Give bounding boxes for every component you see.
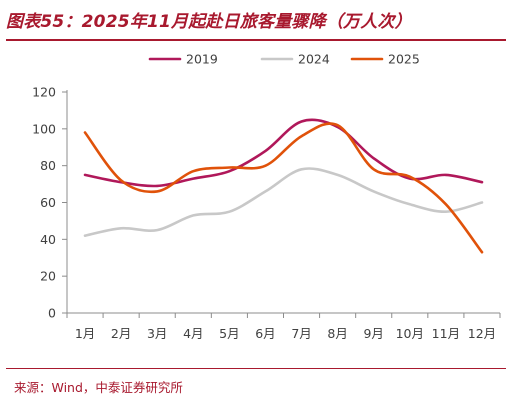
source-note: 来源：Wind，中泰证券研究所 xyxy=(14,380,183,395)
y-tick-label: 20 xyxy=(40,269,56,284)
x-tick-label: 11月 xyxy=(432,326,460,341)
y-tick-label: 120 xyxy=(32,85,56,100)
y-tick-label: 0 xyxy=(48,306,56,321)
x-tick-label: 8月 xyxy=(327,326,347,341)
series-line-2025 xyxy=(83,122,484,254)
y-tick-label: 40 xyxy=(40,232,56,247)
legend-label-2025: 2025 xyxy=(388,52,420,67)
chart-legend: 2019 2024 2025 xyxy=(148,52,420,67)
x-tick-label: 12月 xyxy=(468,326,496,341)
source-divider xyxy=(6,368,506,369)
y-tick-label: 100 xyxy=(32,121,56,136)
x-tick-label: 7月 xyxy=(291,326,311,341)
figure-title: 图表55：2025年11月起赴日旅客量骤降（万人次） xyxy=(6,12,412,32)
x-tick-label: 4月 xyxy=(183,326,203,341)
y-axis: 0 20 40 60 80 100 120 xyxy=(32,85,68,321)
y-tick-label: 80 xyxy=(40,158,56,173)
figure-header: 图表55：2025年11月起赴日旅客量骤降（万人次） xyxy=(6,3,506,41)
x-tick-label: 9月 xyxy=(363,326,383,341)
x-axis: 1月 2月 3月 4月 5月 6月 7月 8月 9月 10月 11月 12月 xyxy=(66,312,501,341)
line-chart: 2019 2024 2025 0 20 40 60 80 100 120 1月 2月 3月 4月 5月 6… xyxy=(32,52,501,341)
legend-label-2024: 2024 xyxy=(298,52,330,67)
legend-label-2019: 2019 xyxy=(186,52,218,67)
x-tick-label: 6月 xyxy=(255,326,275,341)
title-underline xyxy=(6,39,506,41)
x-tick-label: 10月 xyxy=(396,326,424,341)
x-tick-label: 1月 xyxy=(75,326,95,341)
series-lines xyxy=(83,118,484,254)
x-tick-label: 3月 xyxy=(147,326,167,341)
series-line-2024 xyxy=(83,167,484,237)
x-tick-label: 2月 xyxy=(111,326,131,341)
x-tick-label: 5月 xyxy=(219,326,239,341)
y-tick-label: 60 xyxy=(40,195,56,210)
